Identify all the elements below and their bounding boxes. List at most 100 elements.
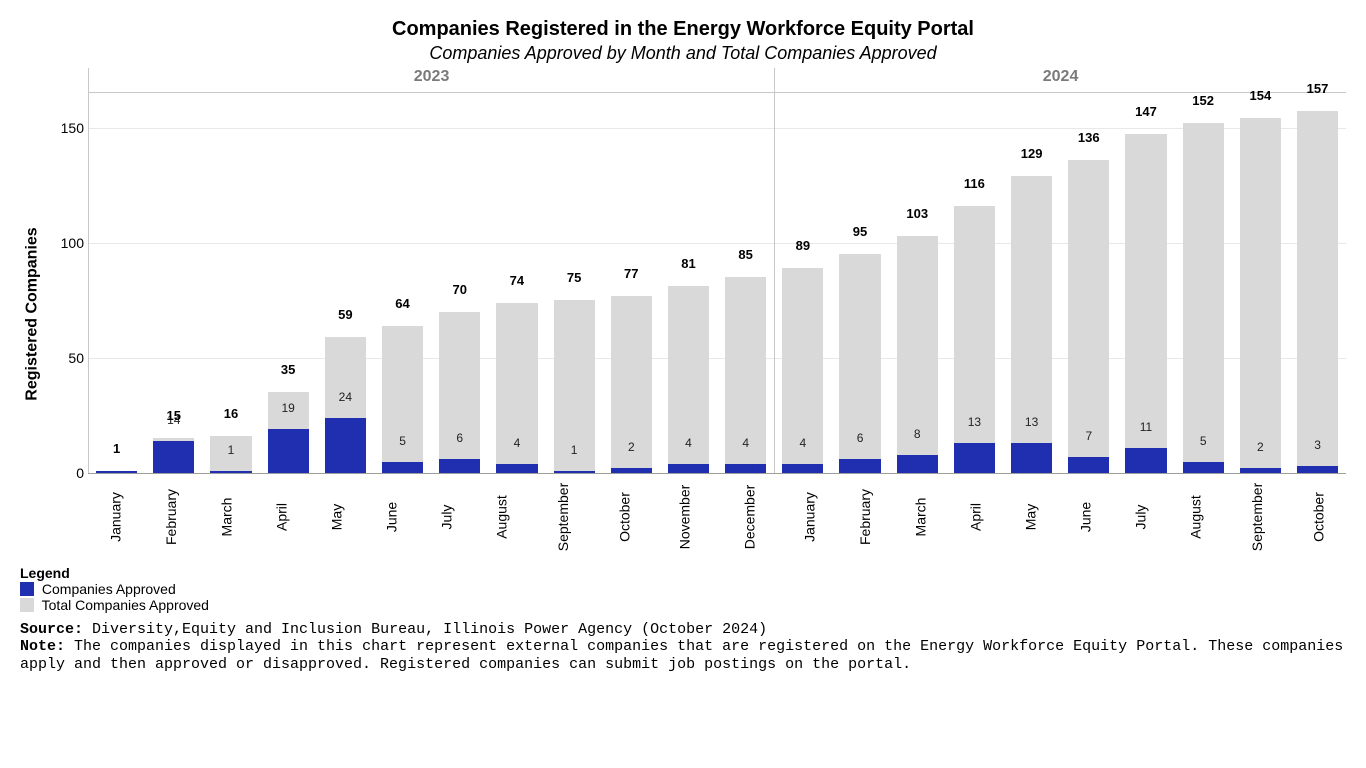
x-tick-label: April xyxy=(273,490,289,545)
grid-line xyxy=(88,473,1346,474)
value-label-total: 59 xyxy=(317,307,374,322)
value-label-approved: 3 xyxy=(1289,438,1346,452)
x-tick-label: March xyxy=(912,490,928,545)
bar-total xyxy=(954,206,995,473)
bar-approved xyxy=(439,459,480,473)
bar-slot: 744 xyxy=(488,93,545,473)
bar-approved xyxy=(839,459,880,473)
bar-slot: 1 xyxy=(88,93,145,473)
value-label-approved: 4 xyxy=(774,436,831,450)
value-label-total: 16 xyxy=(202,406,259,421)
x-tick-label: September xyxy=(555,483,571,551)
bar-approved xyxy=(325,418,366,473)
value-label-total: 95 xyxy=(831,224,888,239)
value-label-approved: 19 xyxy=(260,401,317,415)
x-tick-label: September xyxy=(1249,483,1265,551)
bars: 1151416135195924645706744751772814854894… xyxy=(88,93,1346,473)
x-tick-label: February xyxy=(857,489,873,545)
bar-approved xyxy=(611,468,652,473)
x-tick-label: December xyxy=(741,485,757,550)
bar-approved xyxy=(668,464,709,473)
x-tick-label: August xyxy=(493,490,509,545)
footer-source-label: Source: xyxy=(20,621,83,638)
footer-source: Source: Diversity,Equity and Inclusion B… xyxy=(20,621,1346,638)
value-label-total: 74 xyxy=(488,273,545,288)
bar-approved xyxy=(897,455,938,473)
bar-approved xyxy=(1183,462,1224,474)
x-axis: JanuaryFebruaryMarchAprilMayJuneJulyAugu… xyxy=(88,473,1346,525)
value-label-approved: 6 xyxy=(431,431,488,445)
bar-total xyxy=(1068,160,1109,473)
x-tick-label: July xyxy=(438,490,454,545)
value-label-total: 136 xyxy=(1060,130,1117,145)
bar-slot: 3519 xyxy=(260,93,317,473)
bar-slot: 147 11 xyxy=(1117,93,1174,473)
bar-approved xyxy=(153,441,194,473)
value-label-total: 103 xyxy=(889,206,946,221)
y-tick-label: 100 xyxy=(48,235,84,251)
bar-slot: 894 xyxy=(774,93,831,473)
bar-total xyxy=(1183,123,1224,473)
value-label-approved: 1 xyxy=(546,443,603,457)
bar-approved xyxy=(1068,457,1109,473)
plot-area: 0501001501151416135195924645706744751772… xyxy=(88,93,1346,473)
bar-approved xyxy=(1297,466,1338,473)
value-label-approved: 8 xyxy=(889,427,946,441)
x-tick-label: May xyxy=(328,490,344,545)
value-label-approved: 1 xyxy=(202,443,259,457)
value-label-approved: 4 xyxy=(717,436,774,450)
chart-title: Companies Registered in the Energy Workf… xyxy=(20,18,1346,41)
x-tick-label: May xyxy=(1022,490,1038,545)
legend-title: Legend xyxy=(20,565,1346,581)
value-label-approved: 2 xyxy=(603,440,660,454)
legend-item-approved: Companies Approved xyxy=(20,581,1346,597)
bar-approved xyxy=(725,464,766,473)
x-tick-label: March xyxy=(219,490,235,545)
value-label-total: 147 xyxy=(1117,104,1174,119)
value-label-approved: 6 xyxy=(831,431,888,445)
bar-total xyxy=(1297,111,1338,473)
footer-source-text: Diversity,Equity and Inclusion Bureau, I… xyxy=(83,621,767,638)
y-axis-label-wrap: Registered Companies xyxy=(20,68,46,559)
value-label-total: 116 xyxy=(946,176,1003,191)
bar-slot: 103 8 xyxy=(889,93,946,473)
bar-slot: 645 xyxy=(374,93,431,473)
bar-slot: 59 24 xyxy=(317,93,374,473)
value-label-approved: 24 xyxy=(317,390,374,404)
x-tick-label: January xyxy=(801,490,817,545)
y-tick-label: 150 xyxy=(48,120,84,136)
value-label-approved: 13 xyxy=(1003,415,1060,429)
chart-row: Registered Companies 20232024 0501001501… xyxy=(20,68,1346,559)
value-label-approved: 2 xyxy=(1232,440,1289,454)
chart-subtitle: Companies Approved by Month and Total Co… xyxy=(20,43,1346,64)
bar-slot: 95 6 xyxy=(831,93,888,473)
bar-approved xyxy=(782,464,823,473)
x-tick-label: April xyxy=(967,490,983,545)
bar-approved xyxy=(268,429,309,473)
bar-approved xyxy=(496,464,537,473)
y-tick-label: 50 xyxy=(48,350,84,366)
value-label-total: 81 xyxy=(660,256,717,271)
bar-slot: 814 xyxy=(660,93,717,473)
value-label-total: 1 xyxy=(88,441,145,456)
bar-approved xyxy=(554,471,595,473)
bar-slot: 1514 xyxy=(145,93,202,473)
legend-item-total: Total Companies Approved xyxy=(20,597,1346,613)
bar-total xyxy=(1240,118,1281,473)
bar-slot: 12913 xyxy=(1003,93,1060,473)
bar-approved xyxy=(96,471,137,473)
year-label: 2023 xyxy=(88,68,774,92)
value-label-approved: 13 xyxy=(946,415,1003,429)
x-tick-label: January xyxy=(107,490,123,545)
value-label-total: 64 xyxy=(374,296,431,311)
x-tick-label: July xyxy=(1132,490,1148,545)
value-label-total: 157 xyxy=(1289,81,1346,96)
legend-label-total: Total Companies Approved xyxy=(42,597,209,613)
value-label-approved: 11 xyxy=(1117,420,1174,434)
value-label-total: 15 xyxy=(145,408,202,423)
footer-note: Note: The companies displayed in this ch… xyxy=(20,638,1346,673)
bar-approved xyxy=(1240,468,1281,473)
x-tick-label: June xyxy=(1077,490,1093,545)
bar-slot: 706 xyxy=(431,93,488,473)
x-tick-label: October xyxy=(617,490,633,545)
